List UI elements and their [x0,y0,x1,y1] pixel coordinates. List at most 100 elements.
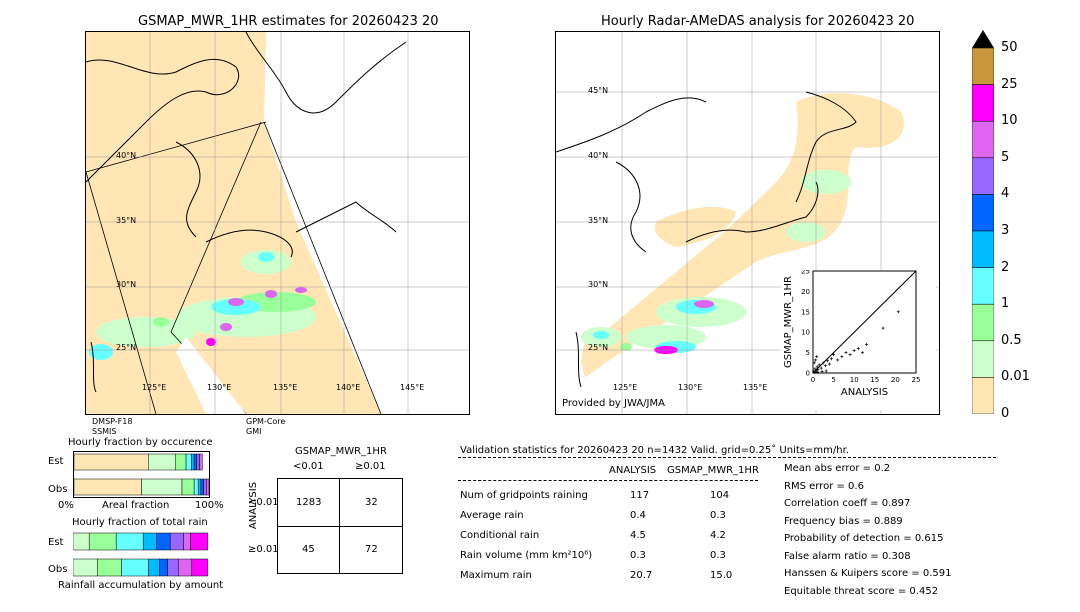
fraction-total-chart [72,531,209,577]
fraction-bar-segment [156,532,171,551]
validation-row-gsmap: 4.2 [710,530,726,541]
fraction-total-obs-label: Obs [48,564,68,575]
validation-row-label: Num of gridpoints raining [460,490,588,501]
fraction-bar-segment [175,453,187,471]
colorbar-canvas [971,30,995,415]
scatter-y-tick: 20 [801,288,810,296]
validation-row-label: Maximum rain [460,570,532,581]
scatter-y-tick: 15 [801,308,810,316]
scatter-ylabel: GSMAP_MWR_1HR [783,276,794,368]
right-rain-coverage [581,93,904,378]
left-lon-label: 145°E [400,383,425,392]
scatter-point [896,310,900,314]
validation-score: Probability of detection = 0.615 [784,533,944,544]
left-lon-label: 125°E [142,383,167,392]
fraction-bar-segment [141,478,183,496]
validation-score: False alarm ratio = 0.308 [784,550,911,562]
left-lat-label: 25°N [116,343,137,352]
scatter-inset: 0 0 5 5 10 10 15 15 20 20 25 25 ANALYSIS GSMAP_MWR_1H… [781,270,936,410]
colorbar-segment [971,157,995,195]
colorbar-tick-label: 0.5 [1001,332,1022,348]
fraction-bar-segment [191,453,195,471]
scatter-point [832,353,836,357]
fraction-bar-segment [88,532,117,551]
fraction-axis-mid: Areal fraction [102,500,170,511]
colorbar-tick-label: 5 [1001,149,1010,165]
validation-row-label: Conditional rain [460,530,540,541]
fraction-bar-segment [159,558,168,577]
colorbar-tick-label: 4 [1001,186,1010,202]
right-map: 45°N 40°N 35°N 30°N 25°N 125°E 130°E 135… [555,31,940,415]
fraction-bar-segment [196,453,200,471]
validation-col-analysis: ANALYSIS [609,465,657,476]
fraction-bar-segment [167,558,179,577]
scatter-y-tick: 10 [801,329,810,337]
fraction-bar-segment [72,532,90,551]
contingency-row2: ≥0.01 [248,544,279,555]
validation-row-gsmap: 0.3 [710,510,726,521]
validation-row-analysis: 0.3 [630,550,646,561]
validation-score: Mean abs error = 0.2 [784,463,891,474]
scatter-x-tick: 0 [811,376,815,384]
fraction-bar-segment [97,558,122,577]
scatter-point [813,358,817,362]
fraction-occurrence-est-label: Est [48,456,64,467]
validation-table-divider [458,480,758,481]
fraction-bar-segment [178,558,193,577]
fraction-total-est-label: Est [48,537,64,548]
left-lon-label: 140°E [336,383,361,392]
right-map-title: Hourly Radar-AMeDAS analysis for 2026042… [601,14,915,29]
fraction-bar-segment [181,478,195,496]
scatter-point [812,361,816,365]
left-lat-label: 40°N [116,151,137,160]
scatter-point [836,358,840,362]
colorbar [971,30,995,415]
colorbar-segment [971,340,995,378]
colorbar-segment [971,377,995,415]
fraction-bar-segment [148,558,160,577]
validation-score: RMS error = 0.6 [784,480,864,492]
left-lat-label: 30°N [116,280,137,289]
colorbar-segment [971,267,995,305]
fraction-bar-segment [148,453,176,471]
scatter-point [815,365,819,369]
scatter-point [813,367,817,371]
scatter-point [817,363,821,367]
fraction-occurrence-obs-label: Obs [48,484,68,495]
scatter-y-tick: 0 [806,370,810,378]
provider-credit: Provided by JWA/JMA [562,398,665,409]
fraction-bar-segment [169,532,184,551]
right-lat-label: 45°N [588,86,609,95]
scatter-point [860,351,864,355]
right-lon-label: 130°E [678,383,703,392]
left-map-title: GSMAP_MWR_1HR estimates for 20260423 20 [138,14,439,29]
fraction-bar-segment [206,478,210,496]
scatter-point [813,370,817,374]
contingency-row1: <0.01 [248,497,279,508]
right-lon-label: 135°E [743,383,768,392]
colorbar-extend-arrow [972,30,994,48]
scatter-point [823,364,827,368]
fraction-bar-segment [72,558,98,577]
right-lat-label: 30°N [588,280,609,289]
scatter-y-tick: 25 [801,270,810,276]
scatter-point [816,370,820,374]
right-coastline [556,91,857,388]
validation-row-analysis: 4.5 [630,530,646,541]
contingency-cell-a: 1283 [296,497,322,508]
validation-divider [458,457,996,458]
colorbar-segment [971,84,995,122]
fraction-bar-segment [197,478,202,496]
left-map: 40°N 35°N 30°N 25°N 125°E 130°E 135°E 14… [85,31,470,415]
validation-score: Equitable threat score = 0.452 [784,585,939,597]
colorbar-tick-label: 2 [1001,259,1010,275]
contingency-table: 1283 32 45 72 [277,478,403,574]
colorbar-tick-label: 25 [1001,76,1018,92]
fraction-occurrence-title: Hourly fraction by occurence [68,437,213,448]
fraction-axis-left: 0% [58,500,74,511]
scatter-point [848,353,852,357]
validation-row-analysis: 117 [630,490,650,501]
fraction-bar-segment [203,478,207,496]
right-lat-label: 35°N [588,216,609,225]
fraction-bar-segment [190,532,209,551]
